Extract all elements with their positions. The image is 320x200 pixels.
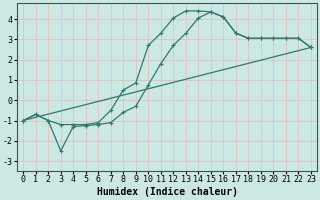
X-axis label: Humidex (Indice chaleur): Humidex (Indice chaleur) [97,187,237,197]
